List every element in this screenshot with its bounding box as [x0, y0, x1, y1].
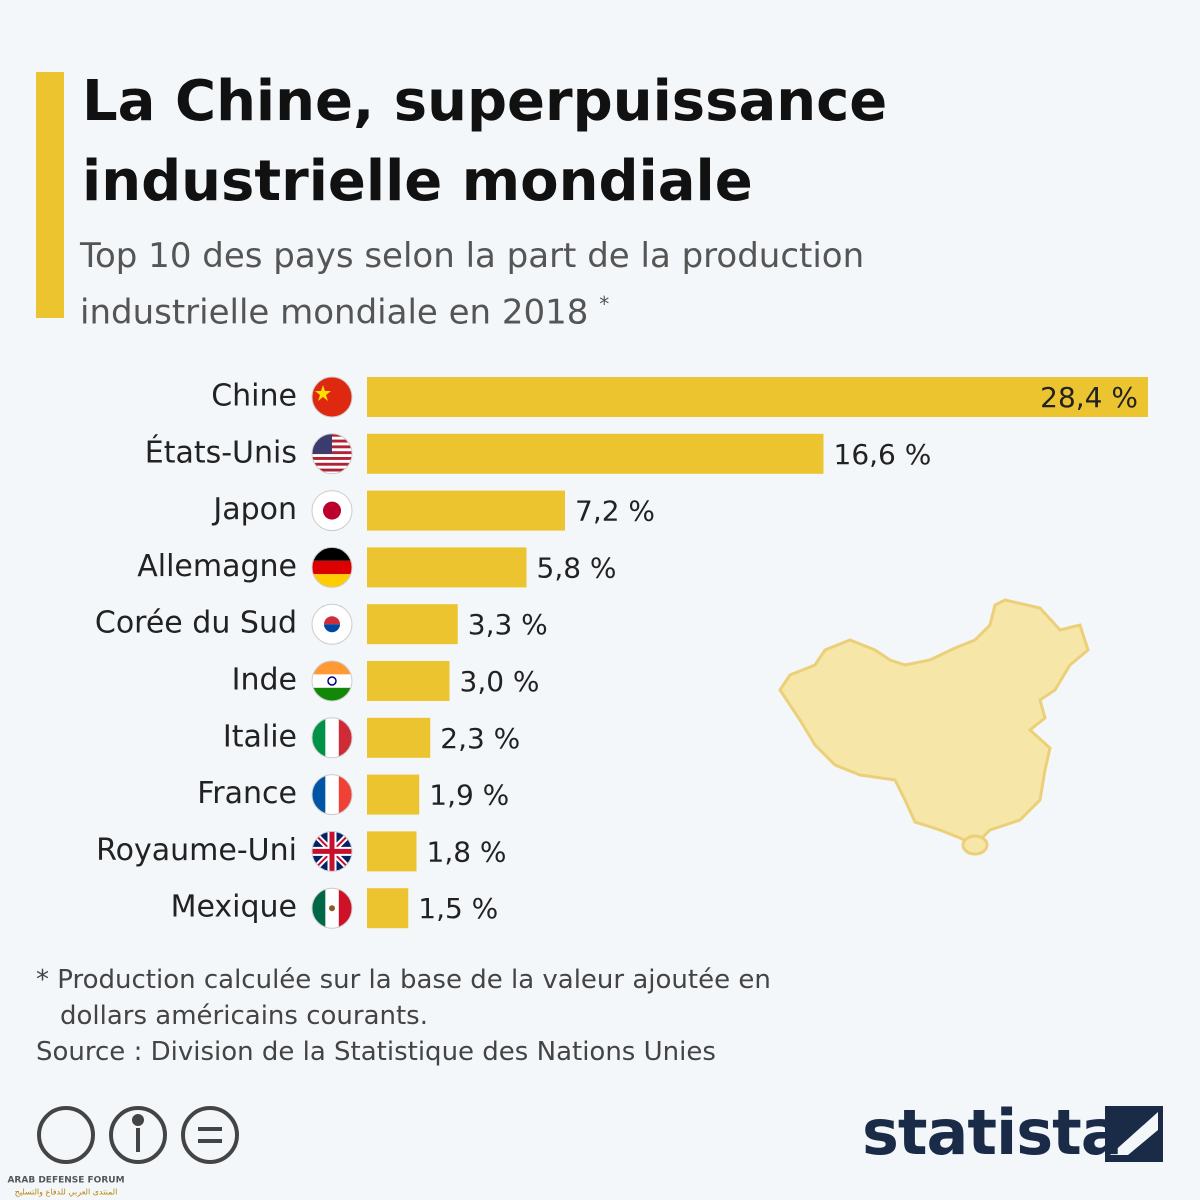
value-label: 1,9 % — [429, 779, 509, 812]
flag-part — [312, 661, 352, 675]
source: Source : Division de la Statistique des … — [36, 1037, 716, 1067]
category-label: Royaume-Uni — [96, 833, 297, 868]
logo-icon — [1105, 1106, 1163, 1162]
category-label: Inde — [232, 663, 297, 698]
flag-border — [311, 490, 353, 532]
subtitle-block: Top 10 des pays selon la part de la prod… — [80, 232, 980, 336]
value-label: 3,3 % — [468, 608, 548, 641]
flag-part — [325, 774, 339, 815]
flag — [312, 774, 352, 815]
flag-part — [315, 385, 331, 401]
flag-border — [311, 660, 353, 702]
bar — [367, 547, 527, 588]
bar — [367, 717, 431, 758]
flag-part — [324, 616, 340, 625]
flag-part — [312, 468, 352, 472]
license-icons — [37, 1106, 239, 1164]
logo: statista — [862, 1096, 1123, 1169]
flag-border — [311, 376, 353, 418]
bar — [367, 831, 417, 872]
category-label: Japon — [211, 492, 297, 527]
accent-bar — [36, 72, 64, 318]
category-label: Corée du Sud — [95, 606, 297, 641]
flag-part — [338, 888, 352, 929]
flag-part — [338, 717, 352, 758]
flag-border — [311, 433, 353, 475]
flag-part — [312, 674, 352, 688]
flag-part — [312, 457, 352, 460]
hainan — [961, 834, 989, 856]
flag-border — [311, 603, 353, 645]
china-map — [778, 598, 1090, 847]
flag — [312, 661, 352, 701]
category-label: Allemagne — [137, 549, 297, 584]
flag-part — [312, 377, 352, 417]
category-label: Mexique — [171, 890, 297, 925]
subtitle: Top 10 des pays selon la part de la prod… — [80, 236, 865, 333]
bar — [367, 774, 420, 815]
flag-part — [312, 888, 326, 929]
category-label: France — [197, 776, 297, 811]
value-label: 28,4 % — [1040, 381, 1138, 414]
flag-part — [312, 831, 352, 872]
value-label: 1,5 % — [418, 892, 498, 925]
flag — [312, 831, 352, 872]
subtitle-marker: * — [599, 292, 610, 316]
footnote: * Production calculée sur la base de la … — [36, 965, 771, 1031]
flag — [312, 717, 352, 758]
category-label: États-Unis — [145, 434, 297, 470]
category-label: Chine — [211, 379, 297, 414]
flag-part — [312, 547, 352, 561]
flag-border — [311, 546, 353, 588]
bar — [367, 661, 450, 701]
flag-part — [312, 462, 352, 466]
flag-part — [312, 717, 326, 758]
watermark-arabic: المنتدى العربي للدفاع والتسليح — [15, 1188, 118, 1197]
flag-border — [311, 717, 353, 759]
flag-part — [323, 501, 341, 520]
flag — [312, 604, 352, 645]
flag-part — [312, 687, 352, 701]
flag-part — [312, 574, 352, 588]
flag-part — [325, 717, 339, 758]
bar — [367, 604, 458, 645]
flag-border — [311, 830, 353, 872]
bar — [367, 490, 565, 531]
value-label: 1,8 % — [427, 835, 507, 868]
flag — [312, 490, 352, 531]
flag — [312, 377, 352, 417]
value-label: 16,6 % — [834, 438, 932, 471]
flag-part — [324, 624, 340, 633]
flag — [312, 433, 352, 474]
bar — [367, 377, 1148, 417]
flag-part — [329, 905, 335, 912]
watermark: ARAB DEFENSE FORUM — [7, 1176, 124, 1186]
value-label: 5,8 % — [537, 551, 617, 584]
flag-part — [312, 774, 326, 815]
value-label: 2,3 % — [440, 722, 520, 755]
flag-part — [327, 676, 337, 686]
bar — [367, 888, 409, 929]
chart-title: La Chine, superpuissance industrielle mo… — [82, 69, 888, 214]
flag — [312, 888, 352, 929]
flag-part — [338, 774, 352, 815]
flag-border — [311, 887, 353, 929]
category-label: Italie — [223, 719, 297, 754]
flag-border — [311, 774, 353, 816]
value-label: 3,0 % — [460, 665, 540, 698]
value-label: 7,2 % — [575, 495, 655, 528]
flag-part — [312, 560, 352, 575]
bar — [367, 433, 824, 474]
flag — [312, 547, 352, 588]
